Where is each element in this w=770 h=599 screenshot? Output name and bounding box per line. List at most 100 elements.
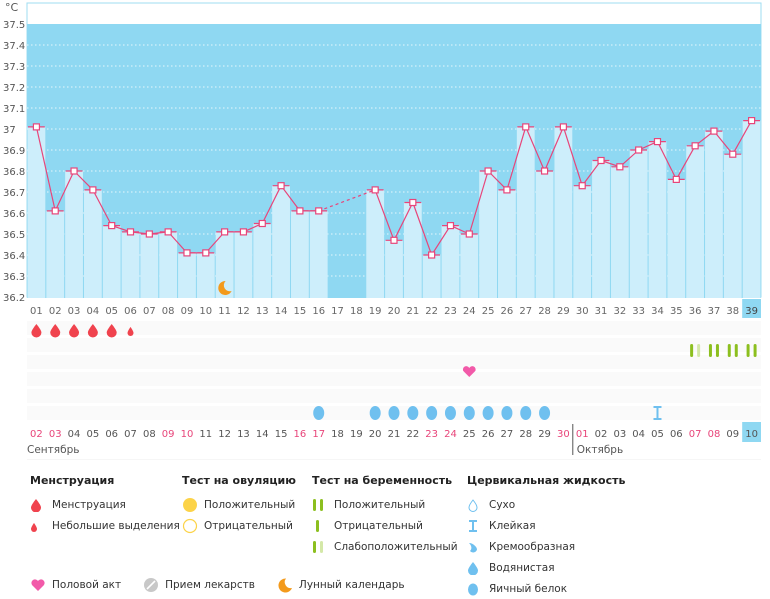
temperature-point [239,228,248,236]
date-label: 01 [576,429,589,440]
date-label: 17 [312,429,325,440]
cycle-day-label: 18 [350,306,363,317]
date-label: 14 [256,429,269,440]
moon-icon [277,577,299,593]
y-tick-label: 37.1 [3,104,25,115]
cycle-day-label: 27 [519,306,532,317]
date-label: 10 [745,429,758,440]
date-label: 02 [30,429,43,440]
date-label: 13 [237,429,250,440]
date-label: 28 [519,429,532,440]
temperature-line-segment [713,130,734,155]
legend-item: Отрицательный [182,515,296,536]
menstruation-drop-icon [69,324,80,338]
temperature-point [503,186,511,194]
pregnancy-positive-icon [746,344,750,357]
temperature-point [32,123,41,131]
temperature-line-segment [412,202,433,256]
cycle-day-label: 14 [275,306,288,317]
temperature-bar [272,185,290,298]
cycle-day-label: 15 [294,306,307,317]
temperature-line-segment [506,126,527,191]
y-tick-label: 36.6 [3,209,25,220]
temperature-point [635,146,643,154]
menstruation-drop-icon [87,324,98,338]
legend-label: Положительный [334,498,426,511]
ovulation-negative-icon [182,518,204,534]
pregnancy-positive-icon [727,344,731,357]
pill-icon [143,577,165,593]
temperature-point [484,167,492,175]
egg-white-icon [426,406,438,420]
legend-item: Положительный [312,494,458,515]
egg-white-icon [313,406,325,420]
temperature-bar [723,154,742,298]
date-label: 07 [689,429,702,440]
egg-white-icon [369,406,381,420]
temperature-line-segment [732,120,753,155]
temperature-line-segment [92,189,113,226]
legend-label: Небольшие выделения [52,519,180,532]
cycle-day-label: 22 [425,306,438,317]
spotting-drop-icon [127,327,134,336]
temperature-point [258,219,266,228]
cycle-day-label: 17 [331,306,344,317]
cycle-day-label: 30 [576,306,589,317]
legend-label: Отрицательный [334,519,423,532]
date-label: 19 [350,429,363,440]
temperature-bar [65,171,83,298]
date-label: 06 [670,429,683,440]
cycle-day-label: 29 [557,306,570,317]
cycle-day-label: 35 [670,306,683,317]
temperature-bar [705,131,723,298]
temperature-point [315,207,323,215]
temperature-point [729,150,737,158]
date-label: 10 [181,429,194,440]
cycle-day-label: 31 [595,306,608,317]
temperature-bar [385,240,403,298]
y-tick-label: 37.5 [3,20,25,31]
temperature-point [202,249,210,257]
temperature-point [296,207,304,215]
temperature-bar [573,185,592,298]
egg-white-icon [407,406,419,420]
temperature-line-segment [35,126,56,212]
egg-white-icon [520,406,532,420]
temperature-bar [460,234,479,298]
temperature-point [183,249,191,257]
temperature-bar [667,179,686,298]
legend-label: Сухо [489,498,516,511]
heart-icon [462,366,476,377]
egg-white-icon [463,406,475,420]
temperature-point [164,228,172,236]
cycle-day-label: 25 [482,306,495,317]
temperature-point [691,142,699,150]
cycle-day-label: 12 [237,306,250,317]
egg-white-icon [501,406,513,420]
temperature-point [597,156,605,165]
date-label: 03 [49,429,62,440]
symbol-row [27,355,761,369]
symbol-row [27,389,761,403]
legend-title: Менструация [30,474,115,487]
legend-title: Тест на беременность [312,474,453,487]
cycle-day-label: 37 [708,306,721,317]
legend-item: Сухо [467,494,625,515]
temperature-line-segment [280,185,301,212]
date-label: 15 [275,429,288,440]
cycle-day-label: 21 [406,306,419,317]
temperature-bar [516,126,535,299]
moon-icon [218,280,232,295]
heart-icon [30,577,52,593]
egg-white-icon [388,406,400,420]
temperature-bar [27,126,46,299]
temperature-point [672,175,680,183]
dry-icon [467,497,489,513]
pregnancy-negative-icon [312,518,334,534]
cycle-day-label: 23 [444,306,457,317]
pregnancy-positive-icon [715,344,719,357]
cycle-day-label: 20 [388,306,401,317]
temperature-line-segment [562,126,583,186]
y-tick-label: 36.9 [3,146,25,157]
legend-item: Небольшие выделения [30,515,180,536]
